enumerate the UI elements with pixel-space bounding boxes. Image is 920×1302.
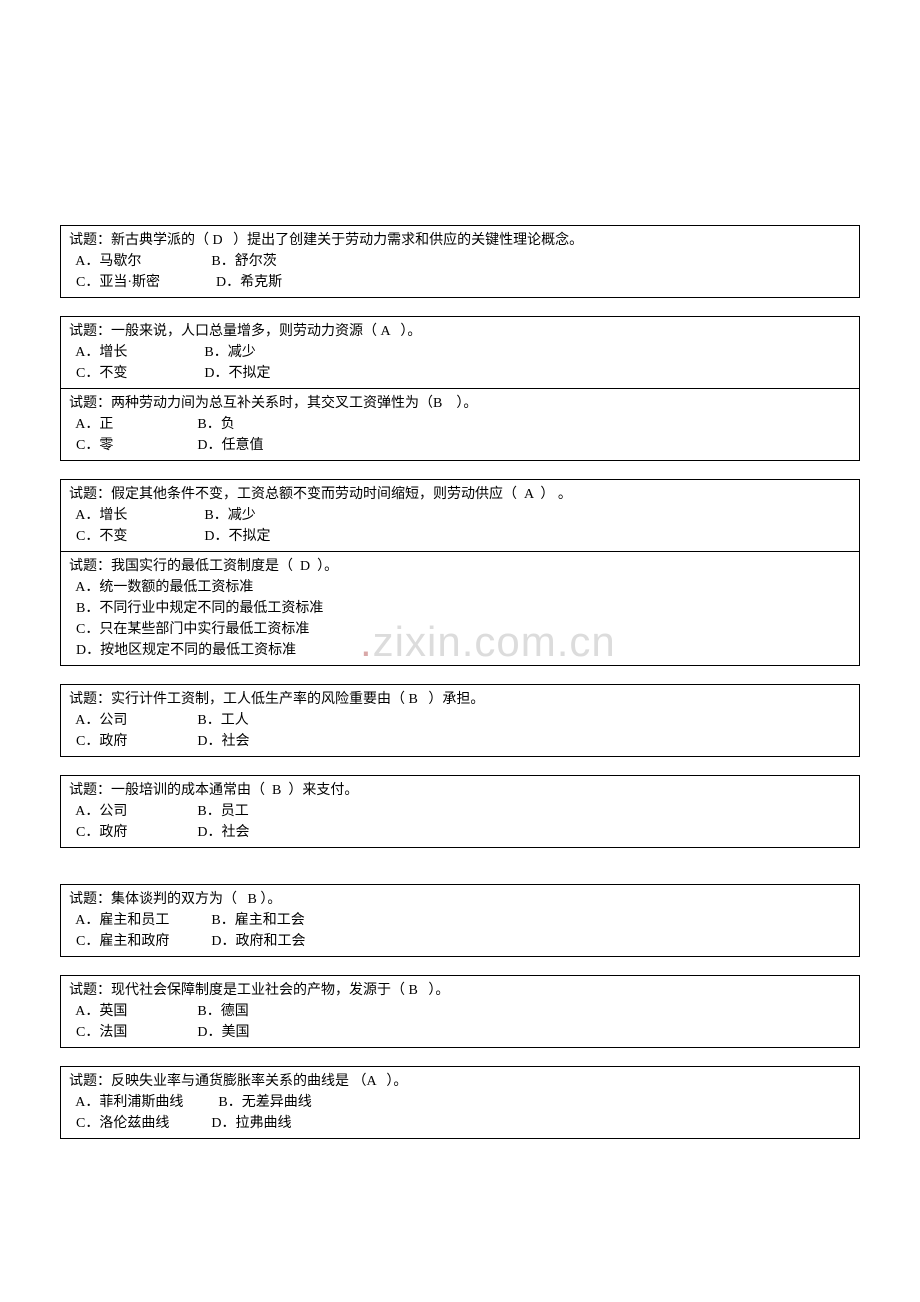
option-row: C．政府 D．社会 [69, 822, 851, 843]
question-block: 试题：实行计件工资制，工人低生产率的风险重要由（ B ）承担。 A．公司 B．工… [60, 684, 860, 757]
option: A．公司 [75, 713, 127, 728]
option-row: A．统一数额的最低工资标准 [69, 577, 851, 598]
option-row: C．法国 D．美国 [69, 1022, 851, 1043]
option: C．零 [76, 438, 113, 453]
option-row: A．公司 B．员工 [69, 801, 851, 822]
option-row: A．增长 B．减少 [69, 342, 851, 363]
option: B．德国 [197, 1004, 248, 1019]
option-row: A．菲利浦斯曲线 B．无差异曲线 [69, 1092, 851, 1113]
option: C．法国 [76, 1025, 127, 1040]
option-row: C．不变 D．不拟定 [69, 363, 851, 384]
question-block: 试题：一般来说，人口总量增多，则劳动力资源（ A ）。 A．增长 B．减少 C．… [60, 316, 860, 389]
question-prompt: 试题：我国实行的最低工资制度是（ D ）。 [69, 556, 851, 577]
option: B．工人 [197, 713, 248, 728]
option: D．不拟定 [204, 529, 270, 544]
option-row: C．亚当·斯密 D．希克斯 [69, 272, 851, 293]
option: C．政府 [76, 825, 127, 840]
option-row: C．雇主和政府 D．政府和工会 [69, 931, 851, 952]
question-prompt: 试题：反映失业率与通货膨胀率关系的曲线是 （A ）。 [69, 1071, 851, 1092]
option: A．雇主和员工 [75, 913, 169, 928]
option-row: A．增长 B．减少 [69, 505, 851, 526]
option: B．减少 [204, 508, 255, 523]
option-row: C．不变 D．不拟定 [69, 526, 851, 547]
question-prompt: 试题：两种劳动力间为总互补关系时，其交叉工资弹性为（B ）。 [69, 393, 851, 414]
question-block: 试题：一般培训的成本通常由（ B ）来支付。 A．公司 B．员工 C．政府 D．… [60, 775, 860, 848]
option: B．不同行业中规定不同的最低工资标准 [76, 601, 323, 616]
option: C．不变 [76, 366, 127, 381]
question-prompt: 试题：实行计件工资制，工人低生产率的风险重要由（ B ）承担。 [69, 689, 851, 710]
option: D．政府和工会 [211, 934, 305, 949]
option: D．任意值 [197, 438, 263, 453]
option: C．不变 [76, 529, 127, 544]
option: C．只在某些部门中实行最低工资标准 [76, 622, 309, 637]
option: B．雇主和工会 [211, 913, 304, 928]
option: A．统一数额的最低工资标准 [75, 580, 253, 595]
question-block: 试题：反映失业率与通货膨胀率关系的曲线是 （A ）。 A．菲利浦斯曲线 B．无差… [60, 1066, 860, 1139]
option: D．不拟定 [204, 366, 270, 381]
question-prompt: 试题：一般培训的成本通常由（ B ）来支付。 [69, 780, 851, 801]
option: B．舒尔茨 [211, 254, 276, 269]
option: A．正 [75, 417, 113, 432]
question-block: 试题：集体谈判的双方为（ B ）。 A．雇主和员工 B．雇主和工会 C．雇主和政… [60, 884, 860, 957]
option: C．亚当·斯密 [76, 275, 160, 290]
question-prompt: 试题：现代社会保障制度是工业社会的产物，发源于（ B ）。 [69, 980, 851, 1001]
option: A．公司 [75, 804, 127, 819]
question-block: 试题：假定其他条件不变，工资总额不变而劳动时间缩短，则劳动供应（ A ） 。 A… [60, 479, 860, 552]
option: A．马歇尔 [75, 254, 141, 269]
option: D．按地区规定不同的最低工资标准 [76, 643, 296, 658]
option-row: C．零 D．任意值 [69, 435, 851, 456]
option-row: D．按地区规定不同的最低工资标准 [69, 640, 851, 661]
option: D．社会 [197, 825, 249, 840]
option: D．希克斯 [216, 275, 282, 290]
question-block: 试题：我国实行的最低工资制度是（ D ）。 A．统一数额的最低工资标准 B．不同… [60, 551, 860, 666]
question-block: 试题：两种劳动力间为总互补关系时，其交叉工资弹性为（B ）。 A．正 B．负 C… [60, 388, 860, 461]
option: D．美国 [197, 1025, 249, 1040]
question-prompt: 试题：新古典学派的（ D ）提出了创建关于劳动力需求和供应的关键性理论概念。 [69, 230, 851, 251]
option: A．增长 [75, 508, 127, 523]
option-row: A．正 B．负 [69, 414, 851, 435]
option-row: A．公司 B．工人 [69, 710, 851, 731]
option: C．政府 [76, 734, 127, 749]
question-prompt: 试题：一般来说，人口总量增多，则劳动力资源（ A ）。 [69, 321, 851, 342]
option-row: A．马歇尔 B．舒尔茨 [69, 251, 851, 272]
option-row: C．政府 D．社会 [69, 731, 851, 752]
option: A．英国 [75, 1004, 127, 1019]
question-prompt: 试题：假定其他条件不变，工资总额不变而劳动时间缩短，则劳动供应（ A ） 。 [69, 484, 851, 505]
option: A．菲利浦斯曲线 [75, 1095, 183, 1110]
option: C．雇主和政府 [76, 934, 169, 949]
option: B．负 [197, 417, 234, 432]
option: B．减少 [204, 345, 255, 360]
question-prompt: 试题：集体谈判的双方为（ B ）。 [69, 889, 851, 910]
option-row: A．英国 B．德国 [69, 1001, 851, 1022]
option: B．员工 [197, 804, 248, 819]
question-block: 试题：现代社会保障制度是工业社会的产物，发源于（ B ）。 A．英国 B．德国 … [60, 975, 860, 1048]
option-row: A．雇主和员工 B．雇主和工会 [69, 910, 851, 931]
option-row: C．只在某些部门中实行最低工资标准 [69, 619, 851, 640]
option: D．社会 [197, 734, 249, 749]
option: C．洛伦兹曲线 [76, 1116, 169, 1131]
question-block: 试题：新古典学派的（ D ）提出了创建关于劳动力需求和供应的关键性理论概念。 A… [60, 225, 860, 298]
option: A．增长 [75, 345, 127, 360]
option-row: C．洛伦兹曲线 D．拉弗曲线 [69, 1113, 851, 1134]
option: D．拉弗曲线 [211, 1116, 291, 1131]
option: B．无差异曲线 [218, 1095, 311, 1110]
option-row: B．不同行业中规定不同的最低工资标准 [69, 598, 851, 619]
